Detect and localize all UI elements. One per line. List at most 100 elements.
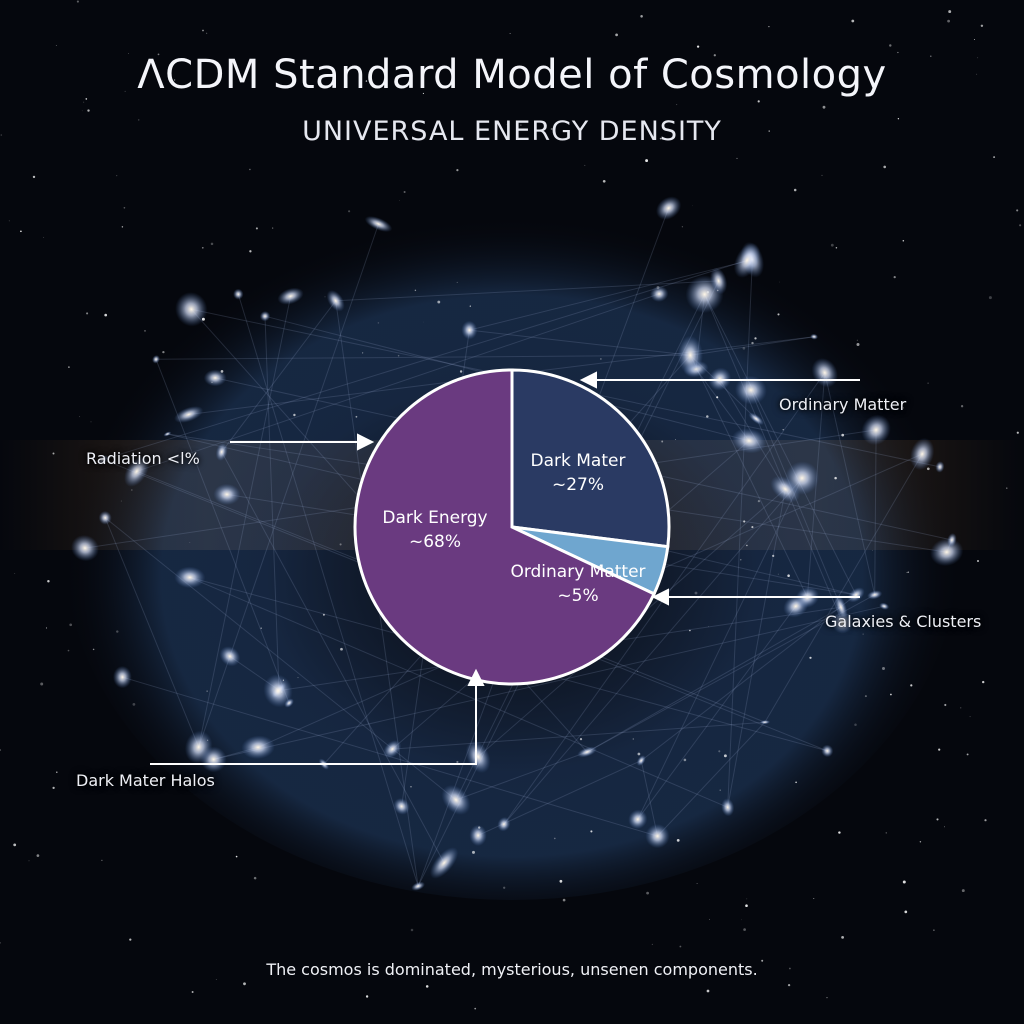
star [973, 39, 975, 40]
star [377, 322, 380, 324]
star [619, 967, 621, 969]
galaxy [71, 534, 99, 562]
star [132, 703, 136, 706]
cosmic-web-line [221, 451, 445, 864]
star [157, 53, 160, 56]
star [897, 51, 899, 54]
star [249, 168, 251, 171]
galaxy [174, 566, 206, 589]
galaxy [461, 320, 478, 340]
cosmic-web-line [198, 296, 292, 748]
star [1016, 431, 1019, 434]
galaxy [441, 784, 471, 815]
arrow-ordinary-matter-head [579, 371, 597, 389]
star [706, 415, 709, 418]
star [746, 898, 748, 900]
star [904, 910, 908, 914]
cosmic-web-line [455, 751, 588, 801]
star [0, 749, 2, 751]
star [777, 573, 779, 575]
galaxy [277, 287, 304, 305]
star [130, 489, 133, 491]
galaxy [861, 414, 891, 446]
cosmic-web-line [586, 594, 875, 753]
star [365, 80, 368, 82]
star [339, 543, 342, 546]
cosmic-web-line [640, 594, 857, 761]
star [885, 832, 887, 834]
star [779, 281, 780, 283]
star [128, 53, 129, 54]
galaxy [748, 412, 764, 426]
star [69, 623, 73, 627]
star [206, 32, 208, 34]
cosmic-web-line [155, 354, 691, 360]
star [696, 45, 700, 48]
galaxy [219, 646, 241, 667]
star [651, 943, 653, 945]
star [83, 101, 85, 103]
star [841, 936, 844, 939]
star [13, 843, 17, 847]
star [280, 691, 283, 693]
star [282, 679, 284, 681]
star [969, 716, 971, 718]
cosmic-web-line [874, 429, 877, 595]
star [121, 226, 124, 228]
star [976, 73, 978, 75]
star [772, 554, 775, 558]
star [129, 938, 132, 941]
star [422, 92, 424, 95]
star [757, 100, 760, 103]
cosmic-web-line [657, 721, 766, 837]
star [919, 841, 922, 843]
star [675, 439, 676, 440]
pie-slice-dark-energy [353, 368, 657, 686]
star [637, 670, 639, 672]
star [789, 967, 791, 970]
cosmic-web-line [704, 293, 857, 596]
star [206, 690, 208, 692]
star [864, 695, 867, 698]
slice-value-label: ~68% [409, 532, 461, 552]
star [20, 230, 22, 233]
star [550, 128, 553, 130]
star [43, 236, 45, 238]
star [423, 321, 424, 323]
star [960, 405, 964, 408]
star [503, 886, 506, 889]
star [81, 110, 83, 112]
galaxy [213, 483, 241, 506]
galaxy [174, 406, 204, 423]
star [897, 118, 900, 120]
star [936, 818, 939, 821]
cosmic-web-line [690, 336, 815, 356]
star [553, 837, 556, 840]
star [640, 15, 643, 18]
star [579, 738, 583, 741]
galaxy [677, 335, 704, 375]
star [253, 876, 257, 880]
star [90, 421, 92, 423]
star [977, 57, 979, 59]
star [960, 707, 962, 709]
galaxy [759, 720, 771, 725]
galaxy [152, 355, 160, 364]
star [948, 10, 952, 14]
star [830, 243, 834, 247]
galaxy [930, 538, 964, 567]
star [472, 850, 475, 854]
star [821, 174, 823, 176]
cosmic-web-line [264, 316, 280, 691]
star [933, 929, 935, 931]
star [456, 169, 459, 172]
star [795, 781, 797, 784]
galaxy [731, 428, 767, 454]
star [907, 571, 910, 573]
star [862, 633, 864, 635]
star [474, 1007, 477, 1010]
cosmic-web-line [637, 605, 797, 820]
cosmic-web-line [469, 329, 691, 356]
galaxy [628, 809, 648, 830]
